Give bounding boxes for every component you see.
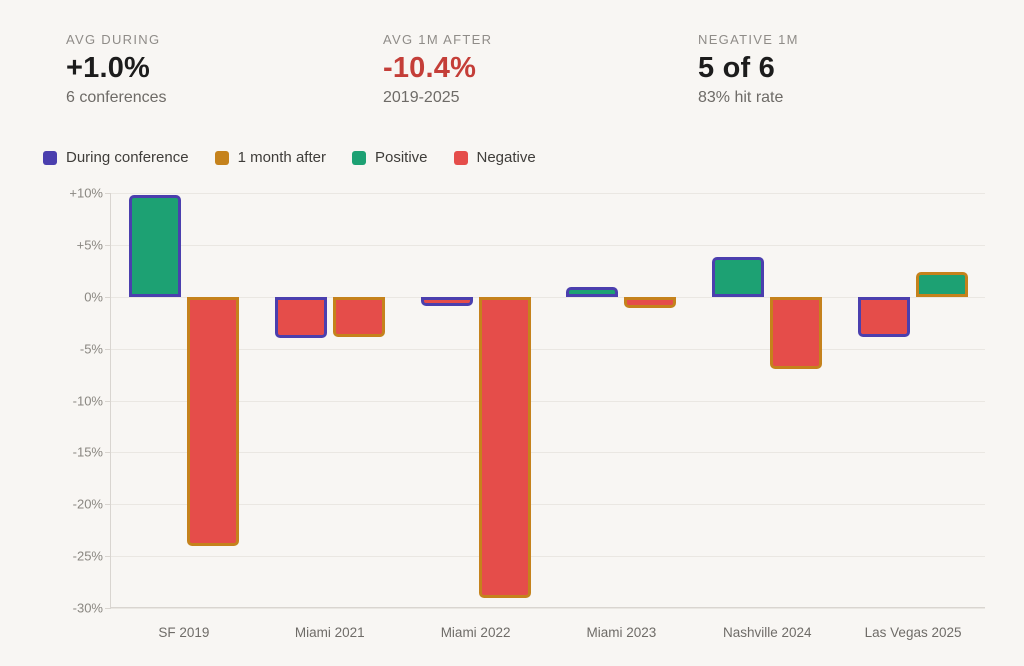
- legend-swatch-negative-icon: [453, 150, 468, 165]
- stat-label: AVG 1M AFTER: [383, 32, 493, 47]
- y-axis-tick-label: -10%: [72, 393, 103, 408]
- gridline: [111, 400, 985, 402]
- plot-area: +10% +5% 0% -5% -10% -15% -20% -25% -30% SF 2019 M…: [69, 186, 985, 640]
- stat-label: AVG DURING: [66, 32, 161, 47]
- stat-subtext: 83% hit rate: [698, 89, 784, 106]
- stat-subtext: 6 conferences: [66, 89, 167, 106]
- legend-item-negative: Negative: [453, 149, 536, 166]
- bar-during-conference: [858, 296, 911, 338]
- legend-label: 1 month after: [237, 149, 326, 166]
- gridline: [111, 504, 985, 506]
- stat-subtext: 2019-2025: [383, 89, 460, 106]
- legend-swatch-positive-icon: [351, 150, 366, 165]
- y-axis-tick: [105, 244, 111, 246]
- x-axis-label: Miami 2023: [586, 625, 657, 640]
- y-axis-tick-label: 0%: [84, 289, 103, 305]
- legend-swatch-after-icon: [214, 150, 229, 165]
- y-axis-tick: [105, 400, 111, 402]
- stat-label: NEGATIVE 1M: [698, 32, 799, 47]
- legend-item-positive: Positive: [351, 149, 428, 166]
- legend-label: Negative: [476, 149, 536, 166]
- x-axis-label: Miami 2022: [440, 625, 511, 640]
- bar-during-conference: [566, 287, 619, 297]
- y-axis-tick: [105, 296, 111, 298]
- y-axis-tick: [105, 504, 111, 506]
- stat-avg-1m-after: AVG 1M AFTER -10.4% 2019-2025: [383, 32, 492, 107]
- y-axis-tick-label: +10%: [69, 185, 103, 201]
- gridline: [111, 193, 985, 194]
- bar-1-month-after: [186, 296, 239, 546]
- chart-legend: During conference 1 month after Positive…: [43, 149, 536, 166]
- y-axis-tick-label: -25%: [72, 548, 103, 564]
- gridline: [111, 244, 985, 246]
- gridline: [111, 452, 985, 454]
- legend-item-1-month-after: 1 month after: [214, 149, 326, 166]
- y-axis-tick-label: -15%: [72, 444, 103, 460]
- gridline: [111, 296, 985, 298]
- gridline: [111, 556, 985, 558]
- y-axis-tick-label: +5%: [76, 237, 103, 253]
- x-axis-label: SF 2019: [158, 625, 210, 640]
- bar-during-conference: [712, 257, 765, 297]
- y-axis-tick: [105, 608, 111, 609]
- bar-1-month-after: [624, 296, 677, 309]
- stat-avg-during: AVG DURING +1.0% 6 conferences: [66, 32, 167, 107]
- legend-label: Positive: [374, 149, 428, 166]
- bar-1-month-after: [916, 271, 969, 297]
- stat-value: 5 of 6: [698, 52, 775, 84]
- y-axis-tick: [105, 193, 111, 194]
- y-axis-tick: [105, 452, 111, 454]
- y-axis-tick-label: -20%: [72, 496, 103, 512]
- legend-swatch-during-icon: [43, 150, 57, 165]
- legend-label: During conference: [66, 149, 189, 166]
- legend-item-during-conference: During conference: [43, 149, 189, 166]
- stat-value: -10.4%: [383, 52, 477, 84]
- stat-value: +1.0%: [66, 52, 151, 84]
- bar-during-conference: [128, 195, 181, 297]
- y-axis-tick-label: -5%: [79, 341, 103, 357]
- x-axis-label: Las Vegas 2025: [864, 625, 962, 640]
- bar-during-conference: [274, 296, 327, 339]
- stat-negative-1m: NEGATIVE 1M 5 of 6 83% hit rate: [698, 32, 799, 107]
- gridline: [111, 348, 985, 350]
- bar-during-conference: [420, 296, 473, 307]
- y-axis-tick: [105, 348, 111, 350]
- gridline: [111, 608, 985, 609]
- y-axis-tick-label: -30%: [72, 600, 103, 616]
- x-axis-label: Miami 2021: [294, 625, 365, 640]
- x-axis-label: Nashville 2024: [722, 625, 812, 640]
- bar-1-month-after: [478, 296, 531, 598]
- bar-1-month-after: [770, 296, 823, 370]
- bar-1-month-after: [332, 296, 385, 338]
- y-axis-tick: [105, 556, 111, 558]
